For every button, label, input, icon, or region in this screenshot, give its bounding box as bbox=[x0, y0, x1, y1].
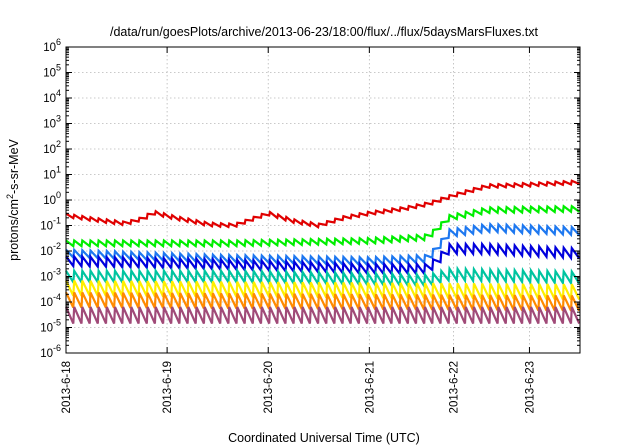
y-tick-label: 105 bbox=[43, 63, 61, 80]
y-axis-label: protons/cm2-s-sr-MeV bbox=[5, 138, 21, 260]
y-tick-label: 10-4 bbox=[40, 292, 61, 309]
y-axis-label-rest: -s-sr-MeV bbox=[7, 138, 21, 194]
x-axis-label: Coordinated Universal Time (UTC) bbox=[228, 431, 420, 445]
grid-lines bbox=[66, 47, 580, 353]
series-line bbox=[64, 306, 581, 325]
x-tick-label: 2013-6-20 bbox=[263, 361, 275, 413]
y-tick-label: 102 bbox=[43, 139, 61, 156]
series-line bbox=[65, 280, 581, 300]
y-tick-label: 10-1 bbox=[40, 216, 61, 233]
y-axis-label-sup: 2 bbox=[5, 194, 15, 199]
axis-ticks: 10-6 10-5 10-4 10-3 10-2 10-1 100 101 102 103 104 1… bbox=[40, 37, 580, 413]
y-tick-label: 101 bbox=[43, 165, 61, 182]
y-tick-label: 106 bbox=[43, 37, 61, 54]
series-line bbox=[65, 179, 580, 230]
x-tick-label: 2013-6-23 bbox=[524, 361, 536, 413]
series-line bbox=[65, 221, 581, 268]
x-tick-label: 2013-6-18 bbox=[61, 361, 73, 413]
y-tick-label: 100 bbox=[43, 190, 61, 207]
y-tick-label: 103 bbox=[43, 114, 61, 131]
series-line bbox=[65, 241, 581, 277]
x-tick-label: 2013-6-19 bbox=[162, 361, 174, 413]
plot-series bbox=[64, 179, 581, 325]
x-tick-label: 2013-6-21 bbox=[364, 361, 376, 413]
y-tick-label: 10-6 bbox=[40, 343, 61, 360]
y-axis-label-main: protons/cm bbox=[7, 199, 21, 261]
y-tick-label: 10-3 bbox=[40, 267, 61, 284]
y-tick-label: 10-5 bbox=[40, 318, 61, 335]
chart-title: /data/run/goesPlots/archive/2013-06-23/1… bbox=[110, 25, 539, 39]
series-line bbox=[65, 265, 581, 290]
series-line bbox=[65, 291, 581, 312]
y-tick-label: 104 bbox=[43, 88, 61, 105]
y-tick-label: 10-2 bbox=[40, 241, 61, 258]
series-line bbox=[65, 204, 580, 249]
x-tick-label: 2013-6-22 bbox=[449, 361, 461, 413]
plot-frame bbox=[65, 46, 581, 354]
